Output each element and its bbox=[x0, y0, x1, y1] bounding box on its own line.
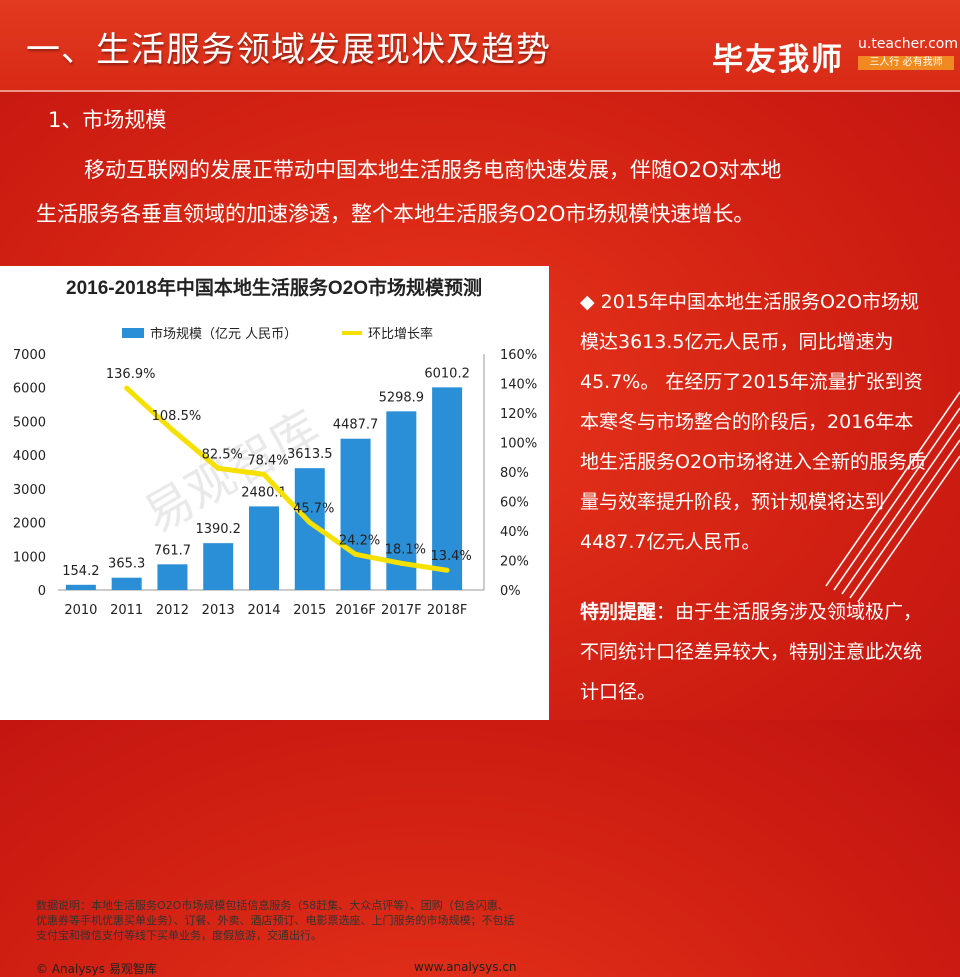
x-tick-label: 2011 bbox=[110, 603, 143, 618]
growth-line bbox=[124, 386, 448, 573]
reminder-separator: ： bbox=[656, 601, 676, 623]
title-bar bbox=[0, 0, 960, 90]
reminder-label: 特别提醒 bbox=[580, 601, 657, 623]
x-tick-label: 2012 bbox=[156, 603, 189, 618]
growth-value-label: 13.4% bbox=[430, 549, 471, 564]
chart-title: 2016-2018年中国本地生活服务O2O市场规模预测 bbox=[66, 276, 482, 299]
page-title: 一、生活服务领域发展现状及趋势 bbox=[26, 30, 551, 70]
section-heading: 1、市场规模 bbox=[48, 108, 167, 132]
intro-line-2: 生活服务各垂直领域的加速渗透，整个本地生活服务O2O市场规模快速增长。 bbox=[36, 202, 755, 226]
special-reminder: 特别提醒：由于生活服务涉及领域极广，不同统计口径差异较大，特别注意此次统计口径。 bbox=[580, 592, 932, 712]
side-paragraph-text: 2015年中国本地生活服务O2O市场规模达3613.5亿元人民币，同比增速为45… bbox=[580, 291, 926, 553]
bar-value-label: 761.7 bbox=[154, 543, 191, 558]
bar bbox=[203, 543, 234, 590]
y-left-tick-label: 7000 bbox=[13, 348, 46, 363]
y-left-tick-label: 4000 bbox=[13, 449, 46, 464]
growth-point bbox=[353, 551, 359, 557]
y-right-tick-label: 20% bbox=[500, 555, 529, 570]
x-tick-label: 2014 bbox=[247, 603, 280, 618]
intro-line-1: 移动互联网的发展正带动中国本地生活服务电商快速发展，伴随O2O对本地 bbox=[84, 158, 782, 182]
decorative-lines bbox=[0, 0, 960, 720]
y-right-tick-label: 160% bbox=[500, 348, 537, 363]
y-left-tick-label: 2000 bbox=[13, 517, 46, 532]
x-tick-label: 2013 bbox=[202, 603, 235, 618]
growth-point bbox=[215, 465, 221, 471]
growth-value-label: 136.9% bbox=[106, 367, 156, 382]
side-commentary: ◆ 2015年中国本地生活服务O2O市场规模达3613.5亿元人民币，同比增速为… bbox=[580, 282, 932, 712]
brand-slogan: 三人行 必有我师 bbox=[858, 56, 954, 70]
y-right-tick-label: 80% bbox=[500, 466, 529, 481]
y-right-tick-label: 140% bbox=[500, 378, 537, 393]
chart-legend: 市场规模（亿元 人民币） 环比增长率 bbox=[122, 326, 433, 342]
bar-value-label: 4487.7 bbox=[333, 418, 379, 433]
growth-value-label: 78.4% bbox=[247, 453, 288, 468]
bar bbox=[432, 387, 463, 590]
bar-value-label: 5298.9 bbox=[379, 390, 425, 405]
y-right-tick-label: 40% bbox=[500, 525, 529, 540]
chart-copyright: © Analysys 易观智库 bbox=[36, 962, 157, 976]
title-divider bbox=[0, 90, 960, 92]
chart-note: 数据说明：本地生活服务O2O市场规模包括信息服务（58赶集、大众点评等）、团购（… bbox=[36, 899, 515, 942]
y-left-tick-label: 5000 bbox=[13, 415, 46, 430]
bar bbox=[65, 584, 96, 590]
y-left-tick-label: 0 bbox=[38, 584, 46, 599]
bar-value-label: 1390.2 bbox=[195, 522, 241, 537]
growth-point bbox=[124, 385, 130, 391]
bar-value-label: 365.3 bbox=[108, 557, 145, 572]
y-left-tick-label: 3000 bbox=[13, 483, 46, 498]
growth-value-label: 45.7% bbox=[293, 502, 334, 517]
growth-point bbox=[398, 560, 404, 566]
y-right-tick-label: 120% bbox=[500, 407, 537, 422]
brand-url: u.teacher.com bbox=[858, 36, 959, 52]
y-left-tick-label: 6000 bbox=[13, 382, 46, 397]
growth-point bbox=[444, 567, 450, 573]
x-tick-label: 2015 bbox=[293, 603, 326, 618]
y-right-tick-label: 0% bbox=[500, 584, 521, 599]
bar bbox=[111, 577, 142, 590]
y-right-tick-label: 100% bbox=[500, 437, 537, 452]
bar bbox=[157, 564, 188, 590]
chart-panel: 2016-2018年中国本地生活服务O2O市场规模预测 易观智库 市场规模（亿元… bbox=[0, 266, 549, 976]
growth-value-label: 18.1% bbox=[385, 542, 426, 557]
bar bbox=[340, 438, 371, 590]
bar-value-label: 154.2 bbox=[62, 564, 99, 579]
growth-value-label: 108.5% bbox=[152, 409, 202, 424]
x-tick-label: 2016F bbox=[335, 603, 376, 618]
bar-value-label: 6010.2 bbox=[424, 366, 470, 381]
brand-logo: 毕友我师 bbox=[712, 42, 844, 78]
x-tick-label: 2018F bbox=[427, 603, 468, 618]
growth-value-label: 24.2% bbox=[339, 533, 380, 548]
x-tick-label: 2017F bbox=[381, 603, 422, 618]
chart-website: www.analysys.cn bbox=[414, 960, 517, 974]
legend-bar-swatch bbox=[122, 328, 144, 338]
x-tick-label: 2010 bbox=[64, 603, 97, 618]
growth-point bbox=[169, 427, 175, 433]
reminder-text: 由于生活服务涉及领域极广，不同统计口径差异较大，特别注意此次统计口径。 bbox=[580, 601, 923, 703]
bar-value-label: 3613.5 bbox=[287, 447, 333, 462]
chart-canvas: 2016-2018年中国本地生活服务O2O市场规模预测 易观智库 市场规模（亿元… bbox=[13, 276, 537, 618]
growth-value-label: 82.5% bbox=[202, 447, 243, 462]
bar bbox=[249, 506, 279, 590]
growth-point bbox=[307, 520, 313, 526]
side-paragraph: ◆ 2015年中国本地生活服务O2O市场规模达3613.5亿元人民币，同比增速为… bbox=[580, 282, 932, 562]
growth-point bbox=[261, 471, 267, 477]
legend-line-label: 环比增长率 bbox=[368, 326, 433, 342]
bullet-icon: ◆ bbox=[580, 291, 595, 313]
y-right-tick-label: 60% bbox=[500, 496, 529, 511]
legend-bar-label: 市场规模（亿元 人民币） bbox=[150, 326, 297, 342]
y-left-tick-label: 1000 bbox=[13, 550, 46, 565]
intro-paragraph: 移动互联网的发展正带动中国本地生活服务电商快速发展，伴随O2O对本地 生活服务各… bbox=[36, 148, 916, 236]
